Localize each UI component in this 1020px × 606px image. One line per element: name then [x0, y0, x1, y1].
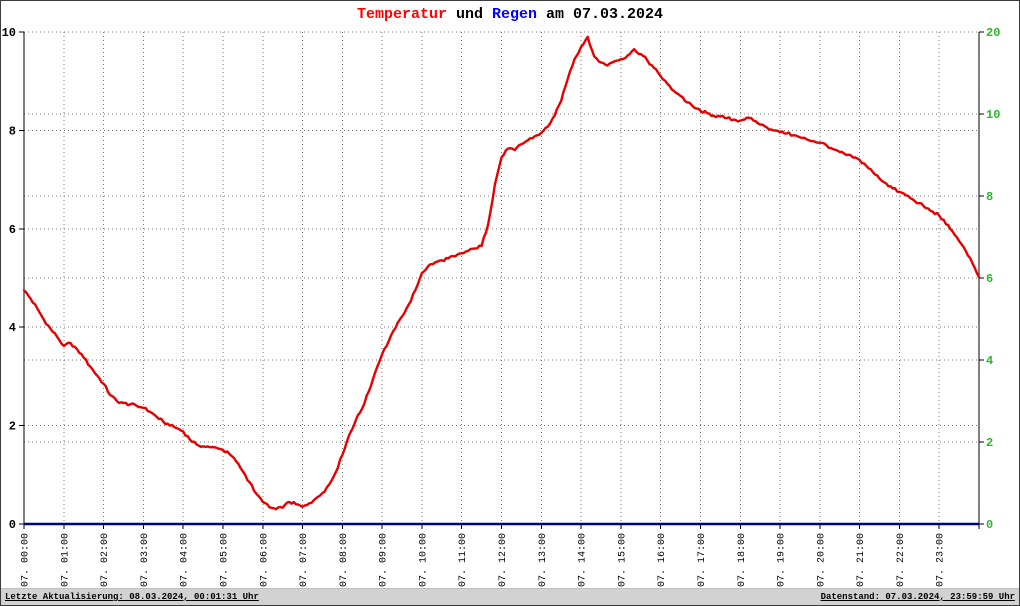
x-axis-tick-label: 07. 04:00 — [180, 533, 191, 587]
x-axis-tick-label: 07. 18:00 — [737, 533, 748, 587]
title-part-date: am 07.03.2024 — [537, 6, 664, 23]
x-axis-tick-label: 07. 16:00 — [657, 533, 668, 587]
x-axis-tick-label: 07. 11:00 — [458, 533, 469, 587]
title-part-temperatur: Temperatur — [356, 6, 447, 23]
x-axis-tick-label: 07. 10:00 — [418, 533, 429, 587]
right-axis-tick-label: 8 — [986, 190, 993, 204]
x-axis-tick-label: 07. 21:00 — [856, 533, 867, 587]
x-axis-tick-label: 07. 00:00 — [21, 533, 32, 587]
x-axis-tick-label: 07. 17:00 — [697, 533, 708, 587]
title-part-regen: Regen — [491, 6, 537, 23]
left-axis-tick-label: 6 — [9, 223, 16, 237]
temperature-series-line — [22, 35, 981, 511]
footer-bar: Letzte Aktualisierung: 08.03.2024, 00:01… — [1, 588, 1019, 605]
data-status-text: Datenstand: 07.03.2024, 23:59:59 Uhr — [820, 592, 1015, 602]
left-axis-tick-label: 8 — [9, 124, 16, 138]
x-axis-tick-label: 07. 06:00 — [259, 533, 270, 587]
right-axis-tick-label: 2 — [986, 436, 993, 450]
x-axis-tick-label: 07. 02:00 — [100, 533, 111, 587]
x-axis-tick-label: 07. 19:00 — [777, 533, 788, 587]
x-axis-tick-label: 07. 08:00 — [339, 533, 350, 587]
left-axis-tick-label: 10 — [2, 26, 16, 40]
right-axis-tick-label: 20 — [986, 26, 1000, 40]
x-axis-tick-label: 07. 20:00 — [816, 533, 827, 587]
right-axis-tick-label: 0 — [986, 518, 993, 532]
x-axis-tick-label: 07. 23:00 — [936, 533, 947, 587]
x-axis-tick-label: 07. 07:00 — [299, 533, 310, 587]
last-update-text: Letzte Aktualisierung: 08.03.2024, 00:01… — [5, 592, 259, 602]
x-axis-tick-label: 07. 15:00 — [617, 533, 628, 587]
left-axis-tick-label: 0 — [9, 518, 16, 532]
x-axis-tick-label: 07. 09:00 — [379, 533, 390, 587]
x-axis-tick-label: 07. 12:00 — [498, 533, 509, 587]
right-axis-tick-label: 4 — [986, 354, 993, 368]
left-axis-tick-label: 2 — [9, 420, 16, 434]
x-axis-tick-label: 07. 13:00 — [538, 533, 549, 587]
x-axis-tick-label: 07. 03:00 — [140, 533, 151, 587]
x-axis-tick-label: 07. 01:00 — [60, 533, 71, 587]
right-axis-tick-label: 10 — [986, 108, 1000, 122]
x-axis-tick-label: 07. 14:00 — [578, 533, 589, 587]
left-axis-tick-label: 4 — [9, 321, 16, 335]
x-axis-tick-label: 07. 22:00 — [896, 533, 907, 587]
right-axis-tick-label: 6 — [986, 272, 993, 286]
title-part-und: und — [446, 6, 492, 23]
x-axis-tick-label: 07. 05:00 — [219, 533, 230, 587]
chart-title: Temperatur und Regen am 07.03.2024 — [1, 6, 1019, 23]
